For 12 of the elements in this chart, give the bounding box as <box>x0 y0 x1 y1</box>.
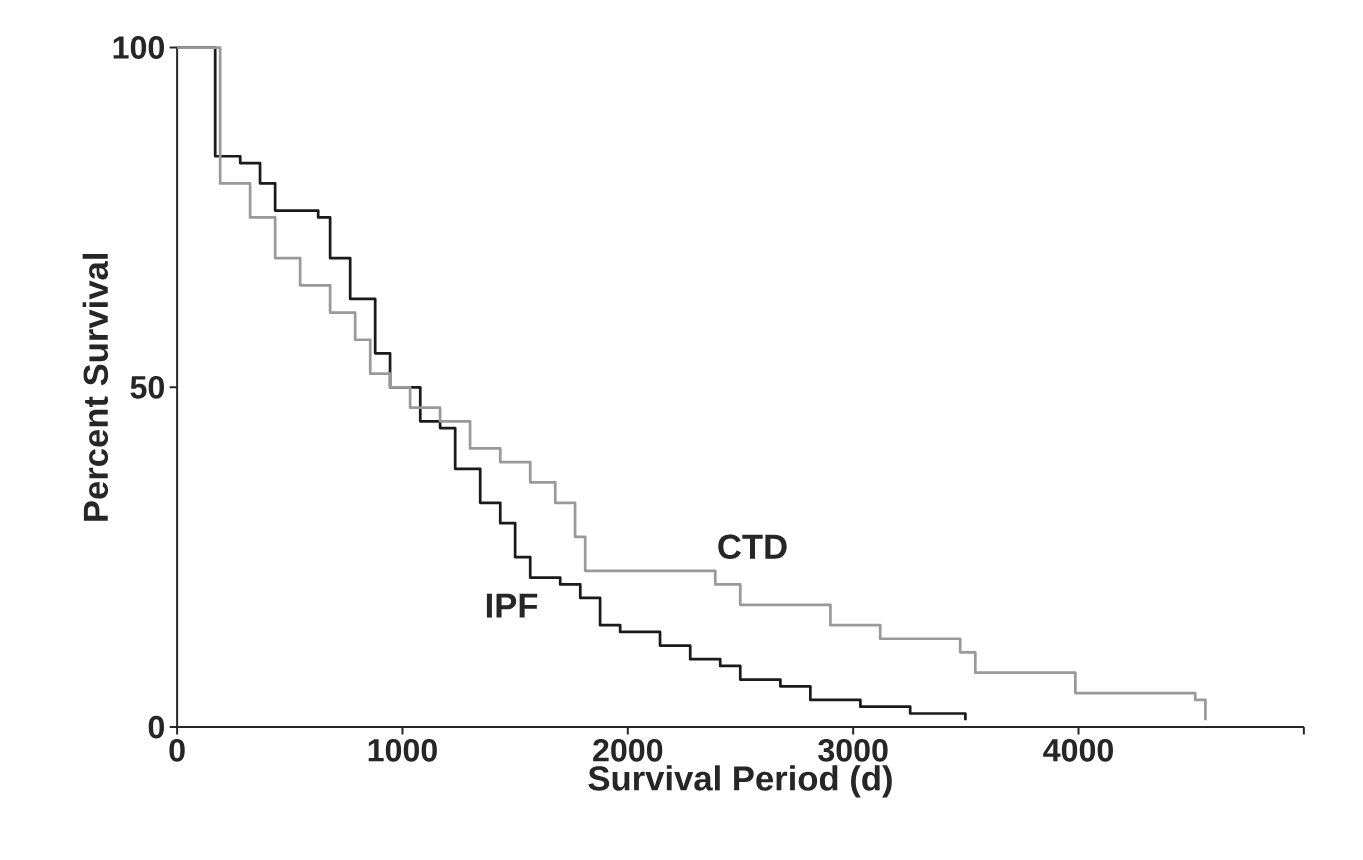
x-tick-label: 4000 <box>1043 738 1113 762</box>
x-tick-label: 0 <box>169 738 185 762</box>
y-tick-label: 0 <box>148 715 164 739</box>
x-tick-label: 2000 <box>593 738 663 762</box>
series-label: IPF <box>486 593 538 618</box>
y-tick-label: 100 <box>113 36 164 59</box>
series-label: CTD <box>718 534 787 559</box>
x-tick-label: 3000 <box>818 738 888 762</box>
x-axis-title: Survival Period (d) <box>588 765 892 798</box>
y-tick-label: 50 <box>130 375 164 399</box>
y-axis-title: Percent Survival <box>82 253 109 521</box>
x-tick-label: 1000 <box>368 738 437 762</box>
